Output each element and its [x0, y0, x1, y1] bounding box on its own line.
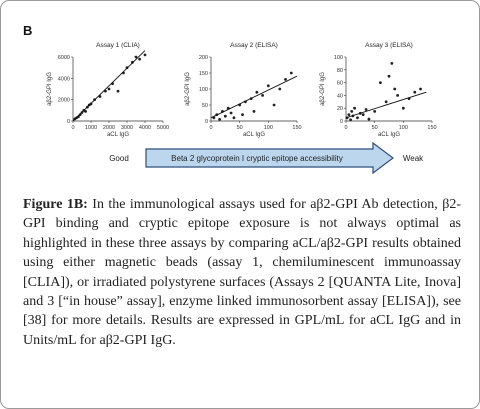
- arrow-label: Beta 2 glycoprotein I cryptic epitope ac…: [171, 154, 343, 163]
- x-tick-label: 150: [427, 125, 436, 131]
- point: [356, 116, 359, 120]
- y-tick-label: 6000: [58, 55, 70, 61]
- caption-text: In the immunological assays used for aβ2…: [23, 197, 461, 348]
- y-tick-label: 150: [199, 71, 208, 77]
- point: [284, 78, 287, 81]
- point: [379, 81, 382, 84]
- trend-line: [210, 75, 298, 119]
- plots: B Beta 2 glycoprotein I cryptic epitope …: [23, 23, 437, 175]
- x-tick-label: 0: [71, 125, 74, 131]
- y-tick-label: 2000: [58, 98, 70, 104]
- caption: Figure 1B: In the immunological assays u…: [23, 195, 461, 350]
- x-tick-label: 3000: [121, 125, 133, 131]
- point: [143, 53, 147, 57]
- x-tick-label: 1000: [85, 125, 97, 131]
- point: [413, 90, 417, 94]
- chart-title: Assay 2 (ELISA): [230, 42, 278, 49]
- point: [364, 108, 368, 111]
- y-axis-label: aβ2-GPI IgG: [47, 72, 53, 106]
- point: [134, 55, 138, 59]
- y-tick-label: 50: [202, 103, 208, 109]
- point: [261, 94, 264, 97]
- point: [393, 87, 397, 91]
- point: [84, 110, 87, 113]
- point: [232, 116, 236, 120]
- chart-title: Assay 3 (ELISA): [365, 42, 413, 49]
- point: [252, 110, 256, 113]
- point: [107, 87, 111, 91]
- x-tick-label: 0: [209, 125, 212, 131]
- y-tick-label: 0: [205, 119, 208, 125]
- point: [419, 87, 422, 91]
- y-axis-label: aβ2-GPI IgG: [185, 72, 191, 106]
- panel-label: B: [23, 23, 32, 38]
- x-tick-label: 150: [292, 125, 301, 131]
- x-tick-label: 100: [264, 125, 273, 131]
- x-tick-label: 2000: [103, 125, 115, 131]
- chart-title: Assay 1 (CLIA): [96, 42, 140, 49]
- y-tick-label: 4000: [58, 76, 70, 82]
- point: [229, 111, 233, 115]
- point: [396, 94, 399, 97]
- y-tick-label: 60: [337, 81, 343, 87]
- point: [266, 84, 270, 88]
- point: [223, 114, 227, 118]
- point: [350, 110, 354, 113]
- y-tick-label: 80: [337, 68, 343, 74]
- arrow-left: Good: [109, 154, 129, 163]
- point: [272, 103, 276, 107]
- x-axis-label: aCL IgG: [107, 132, 129, 138]
- x-tick-label: 5000: [157, 125, 169, 131]
- point: [353, 106, 356, 110]
- point: [218, 118, 222, 121]
- x-tick-label: 4000: [139, 125, 151, 131]
- trend-line: [345, 91, 427, 119]
- point: [361, 113, 365, 116]
- y-tick-label: 0: [340, 119, 343, 125]
- point: [347, 113, 351, 116]
- x-tick-label: 50: [372, 125, 378, 131]
- x-tick-label: 100: [399, 125, 408, 131]
- point: [278, 87, 282, 91]
- point: [241, 113, 244, 116]
- point: [390, 62, 394, 65]
- y-tick-label: 100: [334, 55, 343, 61]
- x-axis-label: aCL IgG: [378, 132, 400, 138]
- point: [255, 90, 259, 94]
- y-tick-label: 40: [337, 93, 343, 99]
- point: [387, 74, 391, 78]
- y-axis-label: aβ2-GPI IgG: [320, 72, 326, 106]
- y-tick-label: 0: [67, 119, 70, 125]
- caption-label: Figure 1B:: [23, 197, 88, 212]
- point: [367, 117, 371, 121]
- trend-line: [72, 50, 146, 122]
- point: [384, 100, 388, 104]
- point: [373, 110, 377, 113]
- point: [401, 106, 405, 110]
- y-tick-label: 200: [199, 55, 208, 61]
- y-tick-label: 20: [337, 106, 343, 112]
- point: [289, 71, 293, 75]
- x-tick-label: 50: [237, 125, 243, 131]
- y-tick-label: 100: [199, 87, 208, 93]
- x-tick-label: 0: [344, 125, 347, 131]
- arrow-right: Weak: [403, 154, 424, 163]
- arrow: [145, 141, 394, 175]
- point: [138, 57, 142, 61]
- point: [349, 118, 352, 122]
- x-axis-label: aCL IgG: [243, 132, 265, 138]
- point: [116, 89, 120, 93]
